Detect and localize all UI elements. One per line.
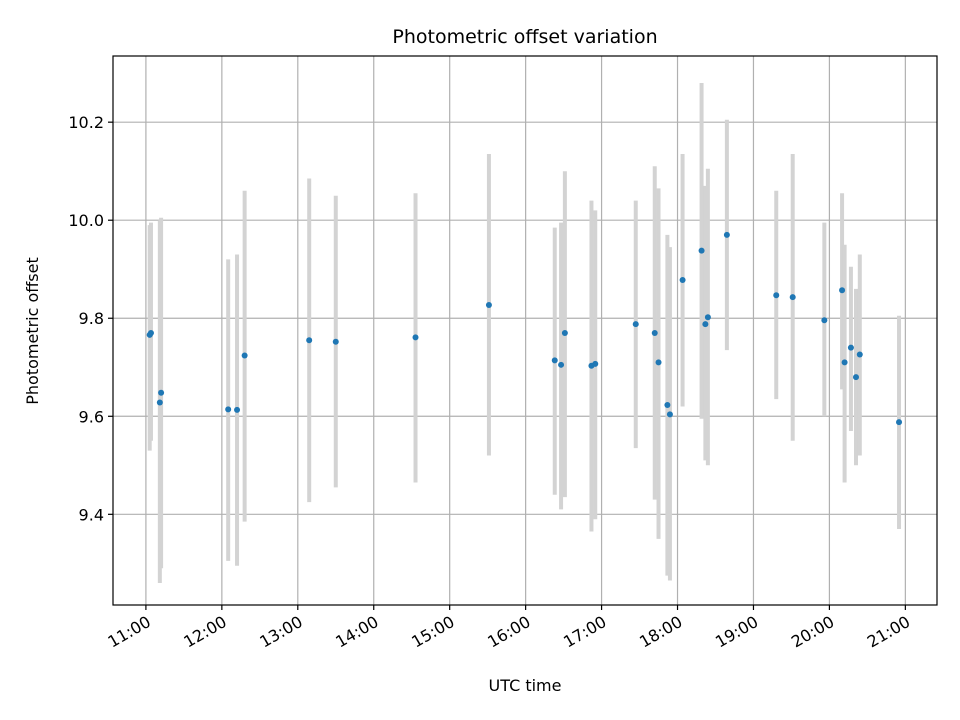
x-tick-label: 16:00 (484, 612, 533, 652)
data-point (561, 329, 568, 336)
data-point (723, 231, 730, 238)
data-point (847, 344, 854, 351)
y-tick-label: 10.0 (68, 211, 104, 230)
data-point (306, 337, 313, 344)
x-tick-label: 14:00 (332, 612, 381, 652)
data-point (856, 351, 863, 358)
data-point (332, 338, 339, 345)
data-point (234, 406, 241, 413)
x-tick-label: 12:00 (180, 612, 229, 652)
y-tick-label: 9.4 (79, 505, 104, 524)
y-axis-title: Photometric offset (23, 257, 42, 405)
data-point (592, 360, 599, 367)
x-tick-label: 19:00 (712, 612, 761, 652)
data-point (158, 389, 165, 396)
data-point (241, 352, 248, 359)
data-point (147, 329, 154, 336)
x-tick-label: 21:00 (864, 612, 913, 652)
data-point (666, 411, 673, 418)
x-tick-label: 17:00 (560, 612, 609, 652)
data-point (704, 314, 711, 321)
data-point (841, 359, 848, 366)
data-point (655, 359, 662, 366)
y-axis-ticks: 9.4 9.6 9.8 10.0 10.2 (68, 113, 113, 524)
x-axis-ticks: 11:00 12:00 13:00 14:00 15:00 16:00 17:00 18:00… (104, 605, 913, 652)
x-tick-label: 11:00 (104, 612, 153, 652)
x-tick-label: 18:00 (636, 612, 685, 652)
data-point (698, 247, 705, 254)
data-point (412, 334, 419, 341)
x-axis-title: UTC time (489, 676, 562, 695)
data-point (773, 292, 780, 299)
data-point (679, 277, 686, 284)
x-tick-label: 13:00 (256, 612, 305, 652)
data-points (146, 231, 903, 426)
data-point (821, 317, 828, 324)
data-point (852, 374, 859, 381)
data-point (896, 419, 903, 426)
plot-frame (112, 55, 938, 606)
y-tick-label: 9.6 (79, 407, 104, 426)
data-point (558, 361, 565, 368)
data-point (664, 402, 671, 409)
data-point (651, 329, 658, 336)
chart-title: Photometric offset variation (392, 26, 657, 48)
data-point (789, 294, 796, 301)
data-point (839, 287, 846, 294)
grid (113, 56, 937, 605)
x-tick-label: 20:00 (788, 612, 837, 652)
y-tick-label: 10.2 (68, 113, 104, 132)
error-bars (147, 82, 902, 583)
x-tick-label: 15:00 (408, 612, 457, 652)
data-point (156, 399, 163, 406)
data-point (485, 302, 492, 309)
data-point (702, 321, 709, 328)
data-point (225, 406, 232, 413)
y-tick-label: 9.8 (79, 309, 104, 328)
data-point (632, 321, 639, 328)
data-point (551, 357, 558, 364)
